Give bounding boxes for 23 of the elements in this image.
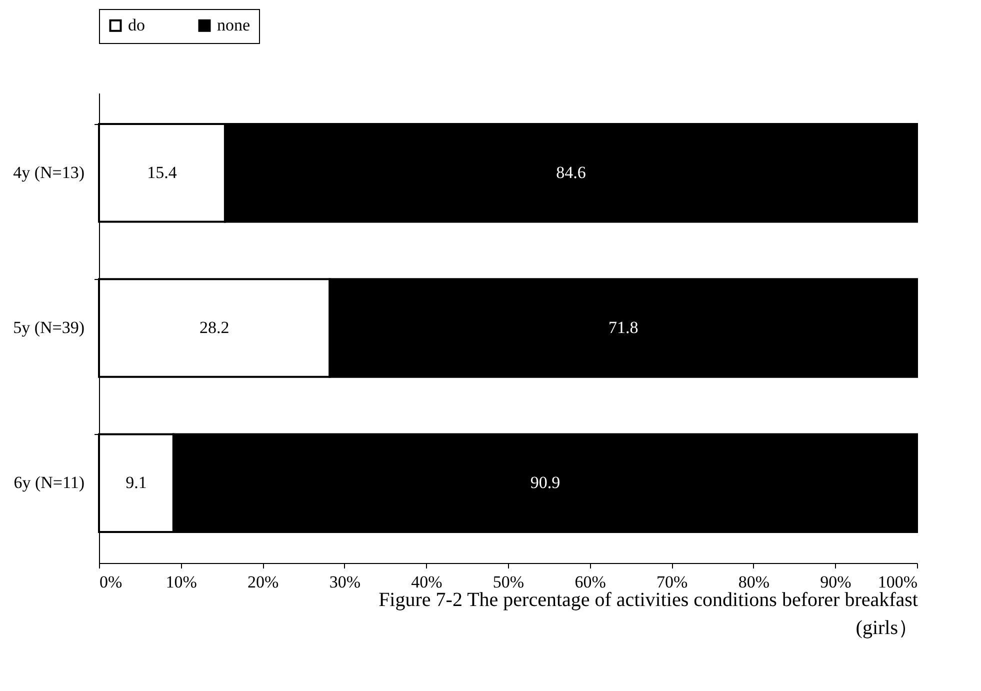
- legend-label: do: [128, 16, 145, 35]
- x-tick-label: 20%: [248, 572, 279, 592]
- x-tick-label: 40%: [411, 572, 442, 592]
- x-tick-label: 90%: [820, 572, 852, 592]
- x-tick-label: 60%: [574, 572, 606, 592]
- x-tick-label: 30%: [329, 572, 360, 592]
- legend-label: none: [217, 16, 250, 35]
- data-label: 9.1: [126, 473, 147, 492]
- data-label: 28.2: [199, 318, 230, 337]
- data-label: 71.8: [608, 318, 638, 337]
- data-label: 90.9: [530, 473, 560, 492]
- x-tick-label: 70%: [656, 572, 688, 592]
- y-tick-label: 4y (N=13): [13, 162, 84, 182]
- y-tick-label: 5y (N=39): [13, 318, 84, 337]
- data-label: 15.4: [147, 162, 178, 182]
- data-label: 84.6: [556, 162, 586, 182]
- y-tick-label: 6y (N=11): [14, 473, 84, 492]
- x-tick-label: 80%: [738, 572, 770, 592]
- x-tick-label: 50%: [492, 572, 524, 592]
- x-tick-label: 10%: [166, 572, 197, 592]
- x-tick-label: 100%: [878, 572, 918, 592]
- x-tick-label: 0%: [100, 572, 122, 592]
- text: Figure 7-2 The percentage of activities conditions beforer breakfast (girls）: [378, 589, 918, 639]
